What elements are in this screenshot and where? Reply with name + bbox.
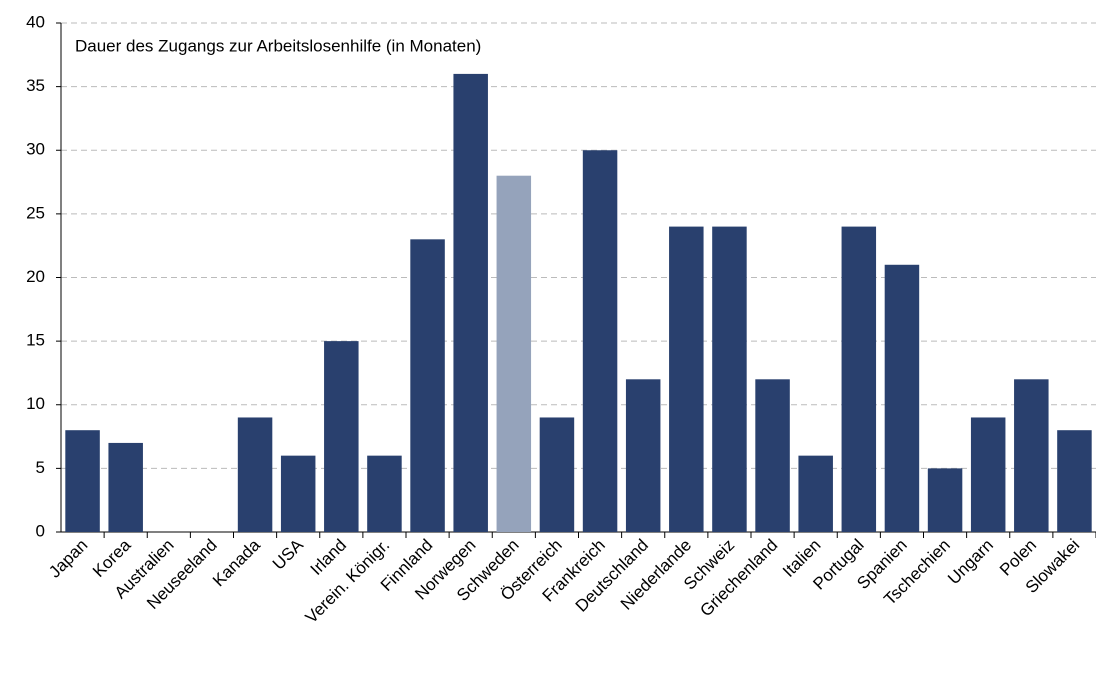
x-tick-label: Kanada (209, 535, 264, 590)
y-tick-label: 25 (26, 203, 45, 222)
y-tick-label: 5 (36, 458, 45, 477)
bar (927, 468, 963, 532)
bar (108, 442, 143, 532)
bar (539, 417, 575, 532)
bar (280, 455, 316, 532)
bar (410, 239, 445, 532)
plot: 0510152025303540JapanKoreaAustralienNeus… (26, 12, 1096, 627)
bar (65, 430, 100, 532)
x-tick-label: USA (269, 535, 308, 574)
x-tick-label: Ungarn (944, 535, 997, 588)
bar (237, 417, 273, 532)
bar (1014, 379, 1049, 532)
bar (884, 264, 920, 532)
y-tick-label: 35 (26, 76, 45, 95)
y-tick-label: 15 (26, 331, 45, 350)
bar (669, 226, 704, 532)
bar (582, 150, 618, 532)
bar (712, 226, 747, 532)
bar (453, 73, 488, 533)
y-tick-label: 0 (36, 521, 45, 540)
x-tick-label: Japan (45, 535, 91, 581)
bar (496, 175, 532, 532)
y-tick-label: 20 (26, 267, 45, 286)
bar (970, 417, 1006, 532)
bar (625, 379, 661, 532)
bar (755, 379, 790, 532)
bar (1057, 430, 1092, 532)
chart-title: Dauer des Zugangs zur Arbeitslosenhilfe … (75, 36, 481, 55)
bar (798, 455, 833, 532)
bar (841, 226, 877, 532)
y-tick-label: 10 (26, 394, 45, 413)
bar (324, 341, 359, 532)
y-tick-label: 40 (26, 12, 45, 31)
bar (367, 455, 402, 532)
y-tick-label: 30 (26, 140, 45, 159)
